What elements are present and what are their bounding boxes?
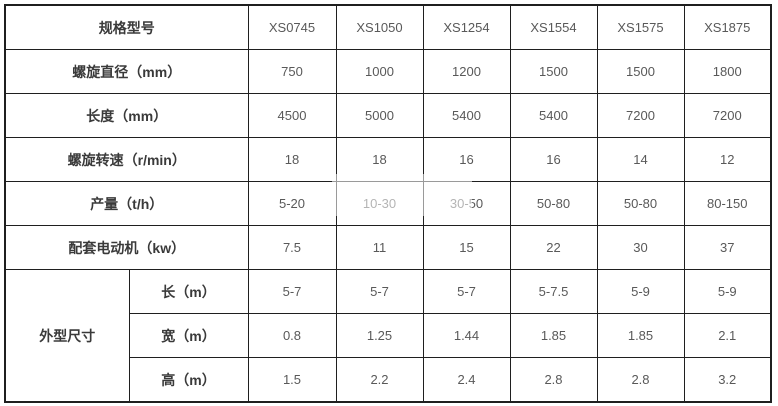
row-label: 产量（t/h） [4, 181, 249, 226]
cell-value: 5400 [422, 93, 511, 138]
row-label: 长（m） [128, 269, 249, 314]
row-label: 配套电动机（kw） [4, 225, 249, 270]
cell-value: 7200 [596, 93, 685, 138]
spec-table: 规格型号 XS0745 XS1050 XS1254 XS1554 XS1575 … [4, 4, 772, 403]
model-header: XS1875 [683, 4, 772, 50]
table-row-spiral-diameter: 螺旋直径（mm） 750 1000 1200 1500 1500 1800 [4, 49, 772, 94]
cell-value: 750 [247, 49, 337, 94]
model-header: XS1575 [596, 4, 685, 50]
cell-value: 14 [596, 137, 685, 182]
cell-value: 1500 [509, 49, 598, 94]
cell-value: 5-7 [335, 269, 424, 314]
table-row-dim-length: 外型尺寸 长（m） 5-7 5-7 5-7 5-7.5 5-9 5-9 [4, 269, 772, 403]
cell-value: 5-20 [247, 181, 337, 226]
cell-value: 5-7 [422, 269, 511, 314]
cell-value: 10-30 [335, 181, 424, 226]
cell-value: 1.85 [509, 313, 598, 358]
cell-value: 18 [247, 137, 337, 182]
cell-value: 2.4 [422, 357, 511, 403]
table-row-length: 长度（mm） 4500 5000 5400 5400 7200 7200 [4, 93, 772, 138]
cell-value: 5-7.5 [509, 269, 598, 314]
cell-value: 7.5 [247, 225, 337, 270]
cell-value: 2.8 [509, 357, 598, 403]
cell-value: 37 [683, 225, 772, 270]
cell-value: 7200 [683, 93, 772, 138]
dimension-section-label: 外型尺寸 [4, 269, 130, 403]
header-row: 规格型号 XS0745 XS1050 XS1254 XS1554 XS1575 … [4, 4, 772, 50]
cell-value: 5-9 [683, 269, 772, 314]
cell-value: 1.25 [335, 313, 424, 358]
cell-value: 50-80 [596, 181, 685, 226]
cell-value: 30 [596, 225, 685, 270]
cell-value: 2.8 [596, 357, 685, 403]
row-label: 宽（m） [128, 313, 249, 358]
cell-value: 0.8 [247, 313, 337, 358]
cell-value: 5000 [335, 93, 424, 138]
model-header: XS1050 [335, 4, 424, 50]
cell-value: 16 [509, 137, 598, 182]
row-label: 螺旋直径（mm） [4, 49, 249, 94]
row-label: 长度（mm） [4, 93, 249, 138]
cell-value: 1200 [422, 49, 511, 94]
cell-value: 3.2 [683, 357, 772, 403]
cell-value: 2.1 [683, 313, 772, 358]
cell-value: 50-80 [509, 181, 598, 226]
cell-value: 12 [683, 137, 772, 182]
cell-value: 4500 [247, 93, 337, 138]
cell-value: 16 [422, 137, 511, 182]
model-header: XS1554 [509, 4, 598, 50]
table-row-dim-width: 宽（m） 0.8 1.25 1.44 1.85 1.85 2.1 [5, 313, 772, 358]
cell-value: 5-7 [247, 269, 337, 314]
cell-value: 30-50 [422, 181, 511, 226]
header-label: 规格型号 [4, 4, 249, 50]
cell-value: 80-150 [683, 181, 772, 226]
cell-value: 1.5 [247, 357, 337, 403]
model-header: XS0745 [247, 4, 337, 50]
model-header: XS1254 [422, 4, 511, 50]
cell-value: 11 [335, 225, 424, 270]
table-row-dim-height: 高（m） 1.5 2.2 2.4 2.8 2.8 3.2 [5, 357, 772, 403]
cell-value: 2.2 [335, 357, 424, 403]
cell-value: 1000 [335, 49, 424, 94]
cell-value: 15 [422, 225, 511, 270]
table-row-motor-power: 配套电动机（kw） 7.5 11 15 22 30 37 [4, 225, 772, 270]
cell-value: 22 [509, 225, 598, 270]
cell-value: 1500 [596, 49, 685, 94]
table-row-spiral-speed: 螺旋转速（r/min） 18 18 16 16 14 12 [4, 137, 772, 182]
cell-value: 18 [335, 137, 424, 182]
table-row-capacity: 产量（t/h） 5-20 10-30 30-50 50-80 50-80 80-… [4, 181, 772, 226]
row-label: 螺旋转速（r/min） [4, 137, 249, 182]
cell-value: 5400 [509, 93, 598, 138]
cell-value: 1.44 [422, 313, 511, 358]
cell-value: 1800 [683, 49, 772, 94]
row-label: 高（m） [128, 357, 249, 403]
cell-value: 5-9 [596, 269, 685, 314]
cell-value: 1.85 [596, 313, 685, 358]
